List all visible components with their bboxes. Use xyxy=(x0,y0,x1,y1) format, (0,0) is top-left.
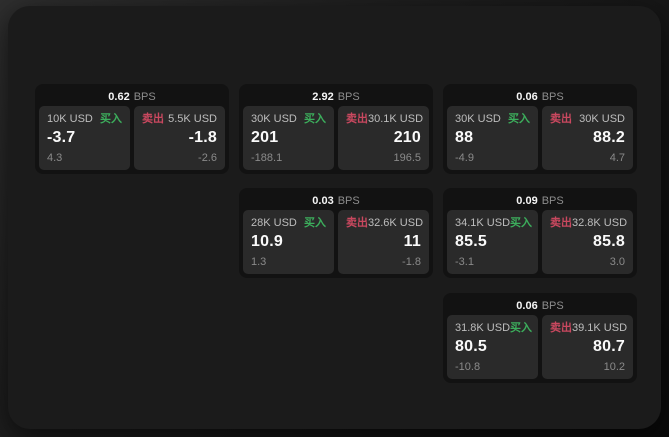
bps-value: 0.03 xyxy=(312,195,334,207)
buy-pane[interactable]: 30K USD 买入 88 -4.9 xyxy=(447,106,538,170)
buy-delta: -188.1 xyxy=(251,152,283,164)
buy-amount: 10K USD xyxy=(47,113,93,125)
buy-amount: 31.8K USD xyxy=(455,322,511,334)
sell-side-label: 卖出 xyxy=(550,217,572,229)
sell-side-label: 卖出 xyxy=(142,113,164,125)
buy-pane[interactable]: 28K USD 买入 10.9 1.3 xyxy=(243,210,334,274)
buy-side-label: 买入 xyxy=(304,113,326,125)
sell-amount: 30.1K USD xyxy=(368,113,424,125)
buy-side-label: 买入 xyxy=(304,217,326,229)
buy-pane[interactable]: 30K USD 买入 201 -188.1 xyxy=(243,106,334,170)
sell-delta: 10.2 xyxy=(603,361,625,373)
sell-delta: 196.5 xyxy=(393,152,421,164)
quote-card-1: 0.62 BPS 10K USD 买入 -3.7 4.3 卖出 5.5K USD… xyxy=(35,84,229,174)
sell-price: 210 xyxy=(393,129,421,146)
quote-card-3: 0.06 BPS 30K USD 买入 88 -4.9 卖出 30K USD 8… xyxy=(443,84,637,174)
sell-amount: 5.5K USD xyxy=(168,113,217,125)
sell-delta: -2.6 xyxy=(198,152,217,164)
buy-price: 88 xyxy=(455,129,474,146)
buy-pane[interactable]: 31.8K USD 买入 80.5 -10.8 xyxy=(447,315,538,379)
bps-value: 2.92 xyxy=(312,91,334,103)
bps-unit-label: BPS xyxy=(541,195,564,207)
buy-delta: -3.1 xyxy=(455,256,474,268)
buy-delta: -4.9 xyxy=(455,152,474,164)
buy-amount: 30K USD xyxy=(455,113,501,125)
sell-amount: 32.8K USD xyxy=(572,217,628,229)
sell-pane[interactable]: 卖出 32.6K USD 11 -1.8 xyxy=(338,210,429,274)
quote-card-5: 0.09 BPS 34.1K USD 买入 85.5 -3.1 卖出 32.8K… xyxy=(443,188,637,278)
quote-card-4: 0.03 BPS 28K USD 买入 10.9 1.3 卖出 32.6K US… xyxy=(239,188,433,278)
sell-side-label: 卖出 xyxy=(550,113,572,125)
card-header: 0.09 BPS xyxy=(447,192,633,210)
buy-amount: 28K USD xyxy=(251,217,297,229)
buy-price: 201 xyxy=(251,129,279,146)
sell-side-label: 卖出 xyxy=(346,113,368,125)
sell-side-label: 卖出 xyxy=(346,217,368,229)
bps-value: 0.09 xyxy=(516,195,538,207)
buy-amount: 34.1K USD xyxy=(455,217,511,229)
bps-unit-label: BPS xyxy=(133,91,156,103)
sell-price: 88.2 xyxy=(593,129,625,146)
buy-price: 85.5 xyxy=(455,233,487,250)
buy-side-label: 买入 xyxy=(510,217,533,229)
bps-value: 0.06 xyxy=(516,91,538,103)
sell-price: 11 xyxy=(403,233,421,250)
quotes-panel: 0.62 BPS 10K USD 买入 -3.7 4.3 卖出 5.5K USD… xyxy=(8,6,661,429)
sell-delta: 3.0 xyxy=(609,256,625,268)
card-header: 0.06 BPS xyxy=(447,88,633,106)
sell-amount: 32.6K USD xyxy=(368,217,424,229)
quote-card-6: 0.06 BPS 31.8K USD 买入 80.5 -10.8 卖出 39.1… xyxy=(443,293,637,383)
bps-unit-label: BPS xyxy=(337,195,360,207)
bps-unit-label: BPS xyxy=(541,91,564,103)
buy-amount: 30K USD xyxy=(251,113,297,125)
sell-side-label: 卖出 xyxy=(550,322,572,334)
sell-pane[interactable]: 卖出 30K USD 88.2 4.7 xyxy=(542,106,633,170)
buy-price: 10.9 xyxy=(251,233,283,250)
bps-value: 0.06 xyxy=(516,300,538,312)
buy-delta: -10.8 xyxy=(455,361,481,373)
sell-pane[interactable]: 卖出 39.1K USD 80.7 10.2 xyxy=(542,315,633,379)
quote-card-2: 2.92 BPS 30K USD 买入 201 -188.1 卖出 30.1K … xyxy=(239,84,433,174)
bps-unit-label: BPS xyxy=(337,91,360,103)
buy-side-label: 买入 xyxy=(508,113,530,125)
sell-price: 85.8 xyxy=(593,233,625,250)
sell-delta: -1.8 xyxy=(402,256,421,268)
buy-side-label: 买入 xyxy=(100,113,122,125)
sell-amount: 39.1K USD xyxy=(572,322,628,334)
sell-price: -1.8 xyxy=(188,129,217,146)
buy-pane[interactable]: 34.1K USD 买入 85.5 -3.1 xyxy=(447,210,538,274)
bps-unit-label: BPS xyxy=(541,300,564,312)
card-header: 0.03 BPS xyxy=(243,192,429,210)
buy-side-label: 买入 xyxy=(510,322,533,334)
sell-pane[interactable]: 卖出 32.8K USD 85.8 3.0 xyxy=(542,210,633,274)
card-header: 0.62 BPS xyxy=(39,88,225,106)
sell-pane[interactable]: 卖出 30.1K USD 210 196.5 xyxy=(338,106,429,170)
buy-price: 80.5 xyxy=(455,338,487,355)
sell-delta: 4.7 xyxy=(609,152,625,164)
buy-delta: 4.3 xyxy=(47,152,63,164)
sell-pane[interactable]: 卖出 5.5K USD -1.8 -2.6 xyxy=(134,106,225,170)
bps-value: 0.62 xyxy=(108,91,130,103)
buy-pane[interactable]: 10K USD 买入 -3.7 4.3 xyxy=(39,106,130,170)
buy-delta: 1.3 xyxy=(251,256,267,268)
buy-price: -3.7 xyxy=(47,129,76,146)
card-header: 2.92 BPS xyxy=(243,88,429,106)
sell-amount: 30K USD xyxy=(579,113,625,125)
card-header: 0.06 BPS xyxy=(447,297,633,315)
sell-price: 80.7 xyxy=(593,338,625,355)
